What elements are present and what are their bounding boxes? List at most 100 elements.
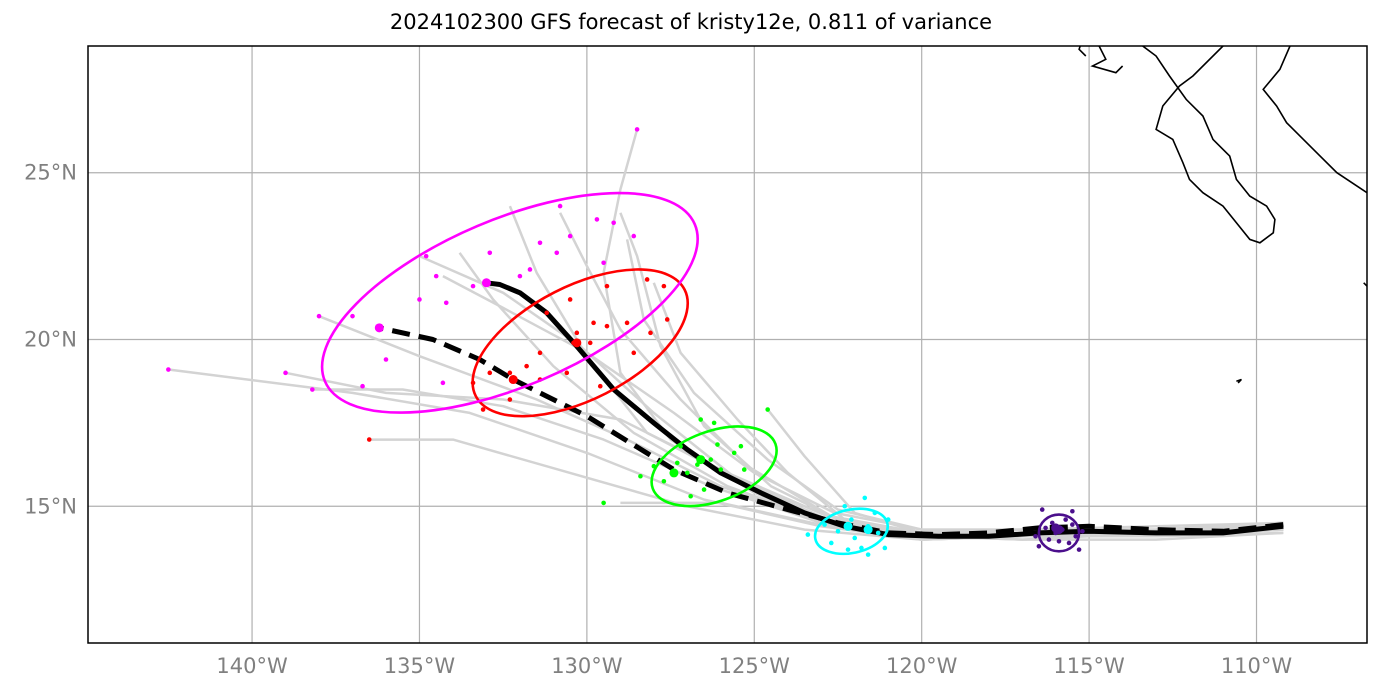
coastline — [1078, 46, 1087, 57]
marker-t4-solid — [481, 278, 491, 288]
ensemble-point-t3 — [664, 317, 670, 322]
ensemble-point-t3 — [537, 350, 543, 356]
ensemble-point-t1 — [875, 530, 881, 536]
ensemble-point-t4 — [283, 370, 288, 376]
ensemble-point-t2 — [731, 450, 737, 456]
ensemble-point-t1 — [828, 540, 834, 546]
ensemble-point-t4 — [557, 203, 563, 209]
lat-tick-label: 25°N — [24, 161, 77, 185]
ensemble-point-t4 — [310, 387, 315, 392]
ensemble-point-t3 — [480, 407, 486, 412]
ensemble-point-t1 — [882, 545, 888, 551]
ellipse-t4 — [320, 191, 699, 414]
coastline — [1090, 46, 1124, 74]
ensemble-point-t0 — [1063, 517, 1068, 522]
lon-tick-label: 130°W — [551, 654, 623, 678]
map-title: 2024102300 GFS forecast of kristy12e, 0.… — [389, 10, 993, 34]
ensemble-point-t2 — [708, 457, 714, 462]
ensemble-point-t4 — [470, 283, 476, 289]
ensemble-point-t4 — [487, 250, 493, 256]
ellipse-t2 — [650, 425, 778, 508]
ensemble-point-t0 — [1043, 525, 1048, 531]
ensemble-point-t4 — [443, 300, 449, 306]
axis-tick-labels: 140°W 135°W 130°W 125°W 120°W 115°W 110°W 15°N 2… — [24, 161, 1292, 678]
marker-t2-solid — [696, 455, 706, 465]
ensemble-point-t2 — [685, 470, 690, 476]
ensemble-point-t1 — [849, 517, 854, 522]
ensemble-point-t3 — [624, 320, 630, 326]
marker-t4-dashed — [374, 323, 384, 333]
ensemble-point-t0 — [1073, 533, 1079, 539]
ensemble-point-t4 — [567, 233, 573, 239]
ensemble-point-t2 — [738, 443, 744, 449]
ensemble-track — [619, 212, 1284, 541]
marker-t3-solid — [572, 338, 582, 348]
ensemble-track — [508, 205, 1284, 535]
ensemble-point-t2 — [718, 467, 724, 472]
ensemble-point-t4 — [611, 220, 616, 226]
coastline — [1262, 46, 1367, 194]
marker-t0-dashed — [1051, 523, 1061, 533]
ensemble-track — [442, 274, 1284, 531]
ensemble-track — [458, 252, 1284, 541]
ensemble-point-t0 — [1056, 538, 1062, 544]
ensemble-point-t4 — [517, 273, 523, 279]
ensemble-point-t3 — [587, 340, 593, 346]
ensemble-point-t4 — [527, 267, 533, 272]
ensemble-point-t4 — [537, 240, 543, 246]
ensemble-point-t3 — [604, 323, 610, 329]
ensemble-point-t2 — [601, 500, 606, 506]
plot-area — [166, 46, 1367, 557]
ensemble-point-t4 — [383, 357, 389, 362]
ensemble-point-t4 — [360, 383, 365, 389]
ensemble-point-t4 — [316, 313, 322, 319]
ensemble-point-t0 — [1033, 533, 1038, 539]
ensemble-point-t3 — [544, 310, 549, 316]
ensemble-point-t3 — [604, 283, 610, 289]
ensemble-point-t2 — [638, 473, 643, 479]
lon-tick-label: 135°W — [384, 654, 456, 678]
ensemble-point-t0 — [1036, 543, 1042, 549]
ensemble-point-t3 — [567, 297, 573, 302]
marker-t1-dashed — [863, 525, 873, 535]
lon-tick-label: 110°W — [1221, 654, 1293, 678]
lat-tick-label: 20°N — [24, 327, 77, 351]
map-frame — [87, 45, 1368, 644]
ensemble-point-t3 — [644, 277, 650, 282]
gridlines — [88, 46, 1367, 643]
ensemble-point-t3 — [661, 283, 667, 289]
ensemble-point-t3 — [648, 330, 653, 336]
ensemble-point-t3 — [574, 330, 580, 336]
ellipse-t3 — [471, 268, 690, 418]
ensemble-point-t4 — [433, 273, 439, 279]
ensemble-point-t3 — [507, 397, 513, 402]
ensemble-point-t0 — [1076, 547, 1082, 552]
ensemble-point-t2 — [698, 417, 704, 422]
ensemble-point-t1 — [859, 545, 864, 551]
ensemble-point-t3 — [487, 370, 493, 376]
ellipse-t0 — [1037, 513, 1081, 553]
ensemble-point-t3 — [631, 350, 637, 356]
ensemble-point-t3 — [366, 437, 372, 442]
ensemble-point-t3 — [564, 370, 570, 376]
ensemble-point-t1 — [845, 547, 851, 552]
ellipse-t1 — [813, 507, 889, 556]
ensemble-point-t1 — [852, 535, 858, 541]
ensemble-point-t4 — [631, 233, 637, 239]
ensemble-point-t4 — [440, 380, 446, 386]
lon-tick-label: 115°W — [1053, 654, 1125, 678]
ensemble-track — [766, 408, 1284, 538]
ensemble-point-t0 — [1070, 522, 1075, 527]
ensemble-point-t0 — [1039, 507, 1045, 512]
ensemble-point-t1 — [835, 528, 841, 534]
ensemble-point-t2 — [715, 442, 720, 447]
ensemble-point-t4 — [554, 250, 560, 256]
ensemble-point-t2 — [765, 407, 770, 412]
ensemble-point-t3 — [524, 363, 529, 369]
marker-t2-dashed — [669, 468, 679, 478]
ensemble-point-t0 — [1080, 528, 1085, 534]
ensemble-point-t4 — [417, 297, 422, 302]
lon-tick-label: 125°W — [719, 654, 791, 678]
lat-tick-label: 15°N — [24, 494, 77, 518]
ensemble-point-t3 — [507, 370, 513, 376]
